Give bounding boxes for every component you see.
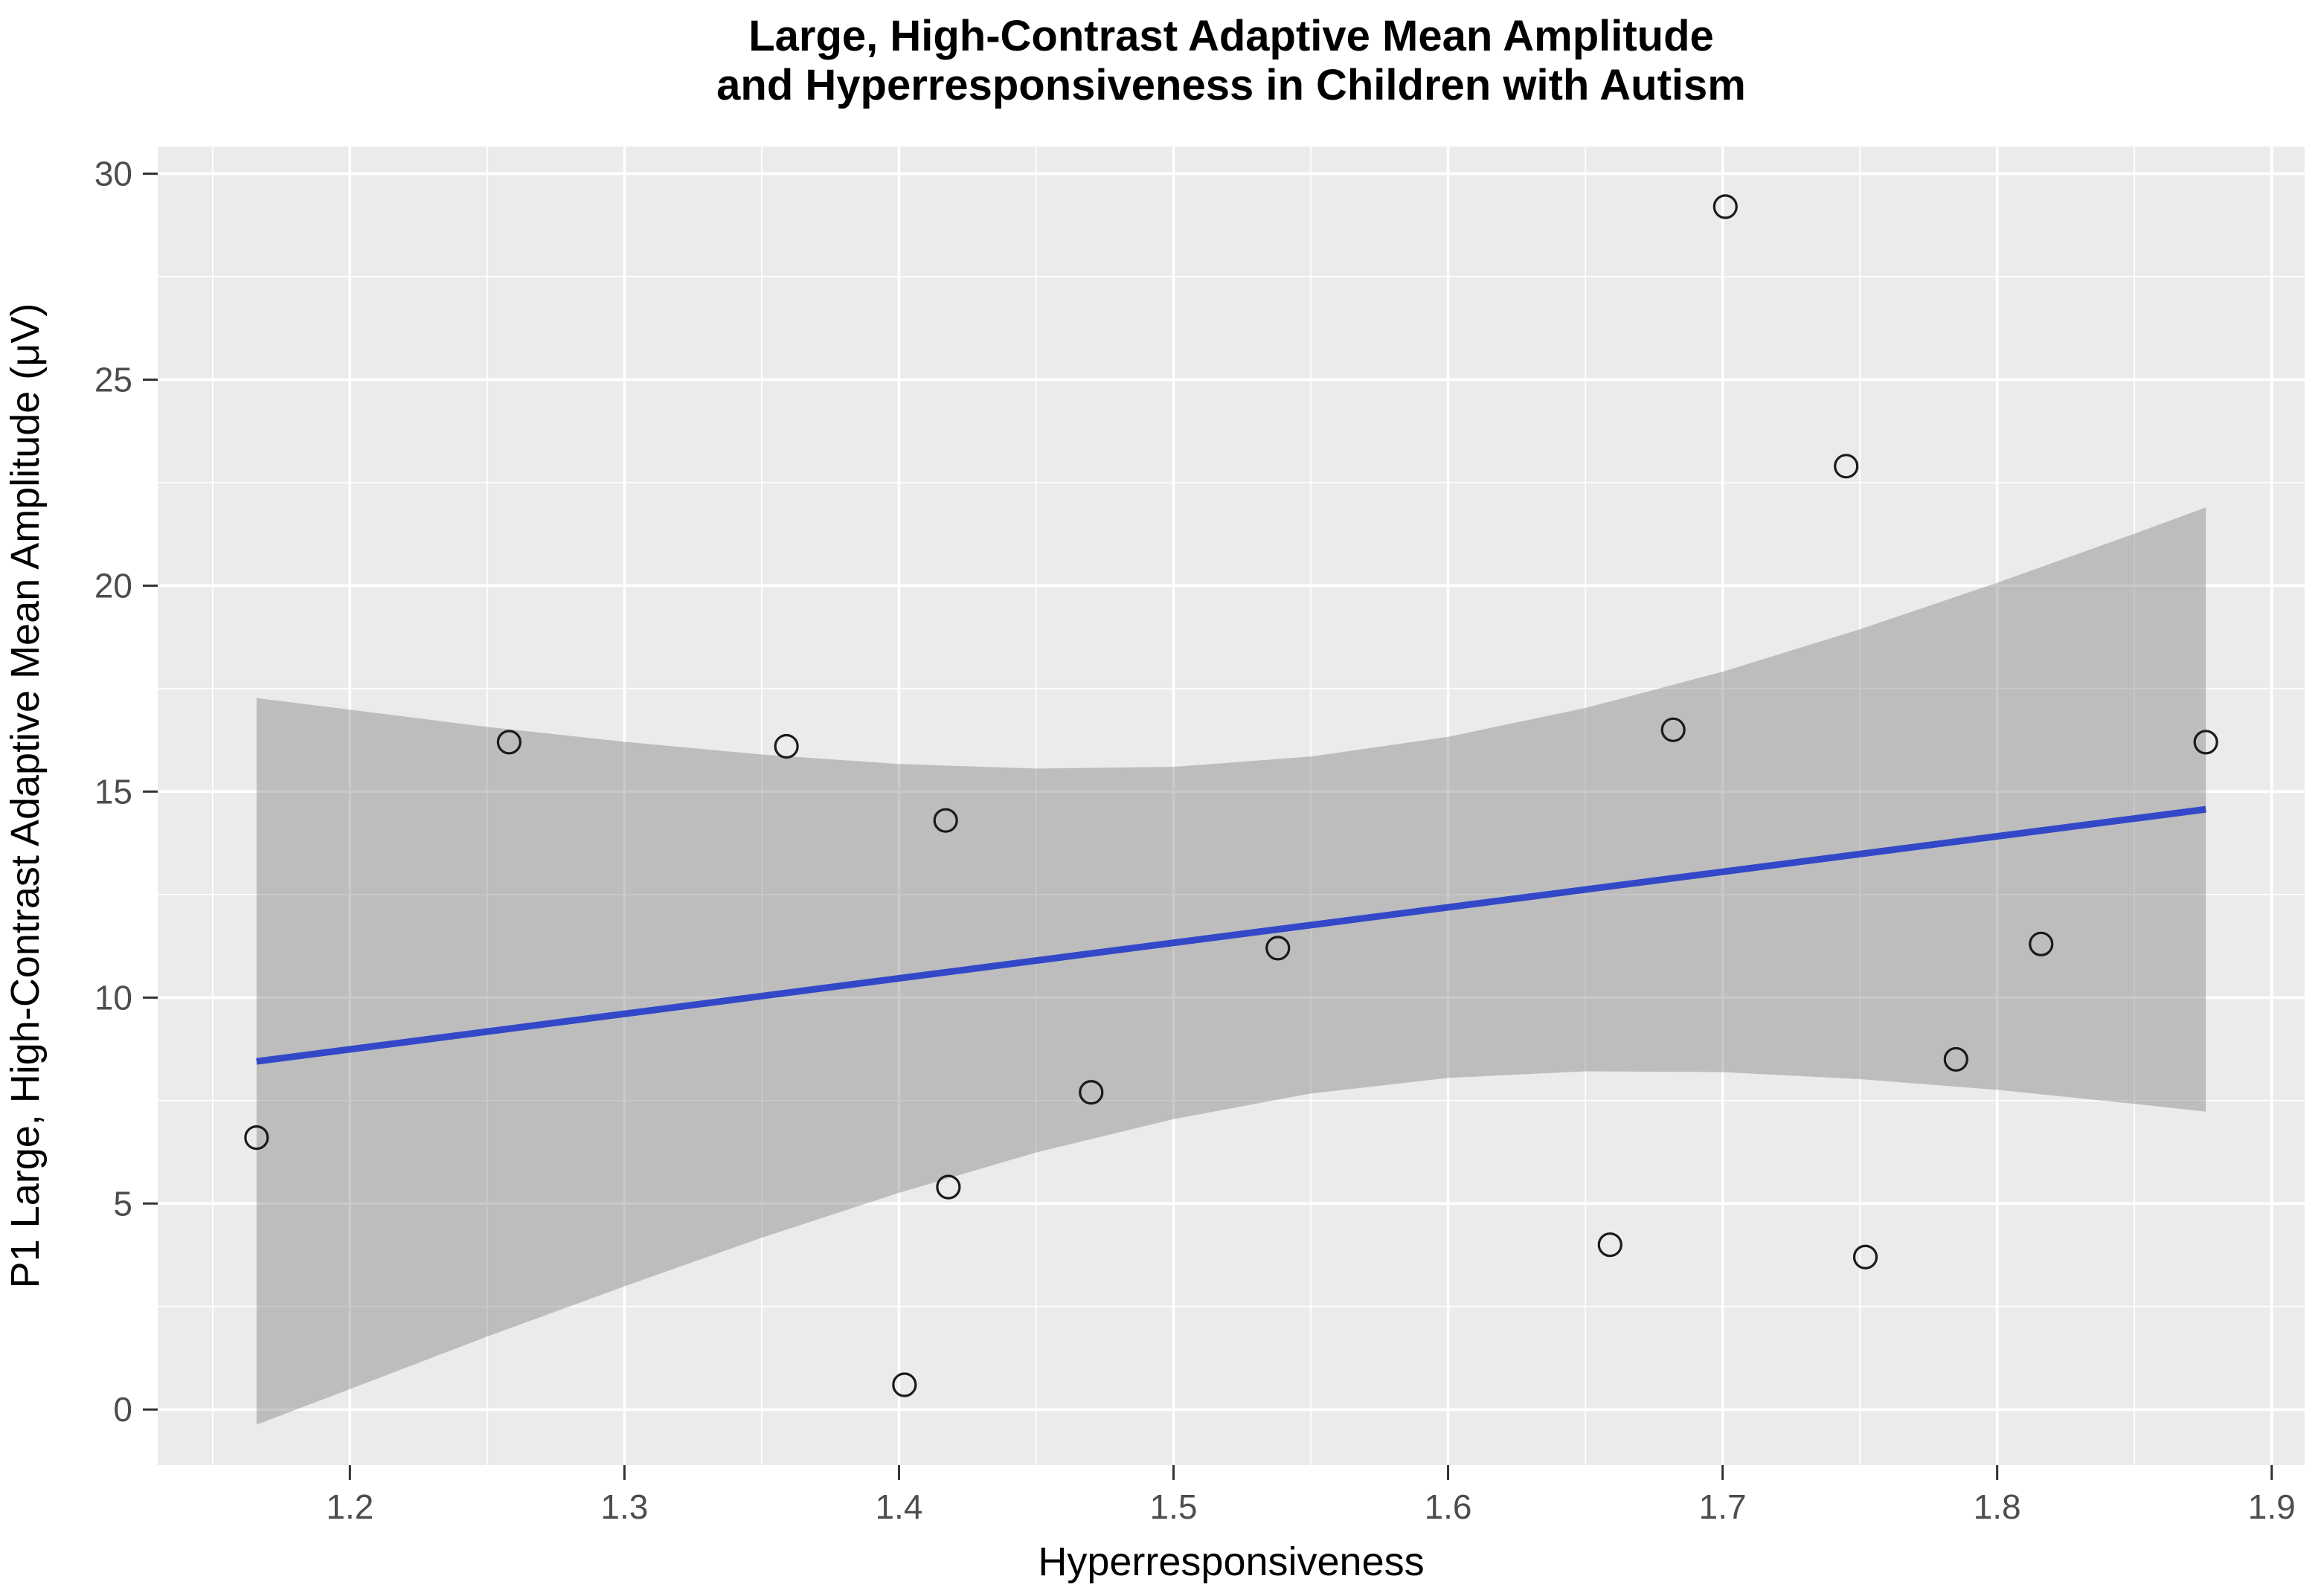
data-point bbox=[933, 808, 958, 833]
regression-line-group bbox=[256, 805, 2206, 1065]
data-point bbox=[892, 1372, 917, 1397]
plot-panel-background bbox=[158, 147, 2305, 1465]
x-tick-label: 1.5 bbox=[1150, 1487, 1198, 1526]
data-point bbox=[1834, 454, 1859, 479]
data-point bbox=[1943, 1046, 1968, 1072]
x-tick-label: 1.6 bbox=[1425, 1487, 1472, 1526]
data-point bbox=[2193, 730, 2218, 755]
data-point bbox=[496, 730, 521, 755]
data-point bbox=[1265, 936, 1291, 961]
data-point bbox=[1597, 1232, 1622, 1258]
y-tick-label: 25 bbox=[94, 361, 132, 399]
confidence-band bbox=[256, 507, 2206, 1425]
major-gridlines bbox=[158, 147, 2305, 1465]
x-tick-label: 1.4 bbox=[875, 1487, 922, 1526]
y-tick-label: 10 bbox=[94, 978, 132, 1017]
data-point bbox=[1660, 717, 1686, 742]
y-tick-label: 0 bbox=[113, 1390, 132, 1429]
data-point bbox=[1079, 1080, 1104, 1105]
x-tick-label: 1.8 bbox=[1974, 1487, 2021, 1526]
data-point bbox=[2029, 931, 2054, 956]
y-tick-label: 15 bbox=[94, 772, 132, 811]
data-points-group bbox=[244, 194, 2218, 1397]
minor-gridlines bbox=[158, 147, 2305, 1465]
axis-tick-marks bbox=[143, 173, 2273, 1480]
data-point bbox=[1852, 1244, 1878, 1270]
confidence-band-group bbox=[256, 507, 2206, 1425]
x-tick-label: 1.7 bbox=[1699, 1487, 1747, 1526]
data-point bbox=[1712, 194, 1738, 219]
chart-title-line-1: Large, High-Contrast Adaptive Mean Ampli… bbox=[748, 12, 1714, 60]
x-tick-label: 1.9 bbox=[2248, 1487, 2296, 1526]
regression-line bbox=[256, 805, 2206, 1065]
data-point bbox=[936, 1174, 961, 1200]
y-axis-title: P1 Large, High-Contrast Adaptive Mean Am… bbox=[3, 303, 48, 1289]
chart-title-line-2: and Hyperresponsiveness in Children with… bbox=[716, 61, 1746, 109]
x-axis-title: Hyperresponsiveness bbox=[1038, 1539, 1424, 1584]
y-tick-label: 30 bbox=[94, 155, 132, 193]
data-point bbox=[244, 1125, 269, 1151]
y-tick-label: 20 bbox=[94, 566, 132, 605]
axis-tick-labels: 1.2 1.3 1.4 1.5 1.6 1.7 1.8 1.9 0 5 10 15 20 25 30 bbox=[94, 155, 2296, 1526]
x-tick-label: 1.3 bbox=[600, 1487, 648, 1526]
y-tick-label: 5 bbox=[113, 1184, 132, 1223]
x-tick-label: 1.2 bbox=[326, 1487, 373, 1526]
data-point bbox=[774, 733, 799, 759]
